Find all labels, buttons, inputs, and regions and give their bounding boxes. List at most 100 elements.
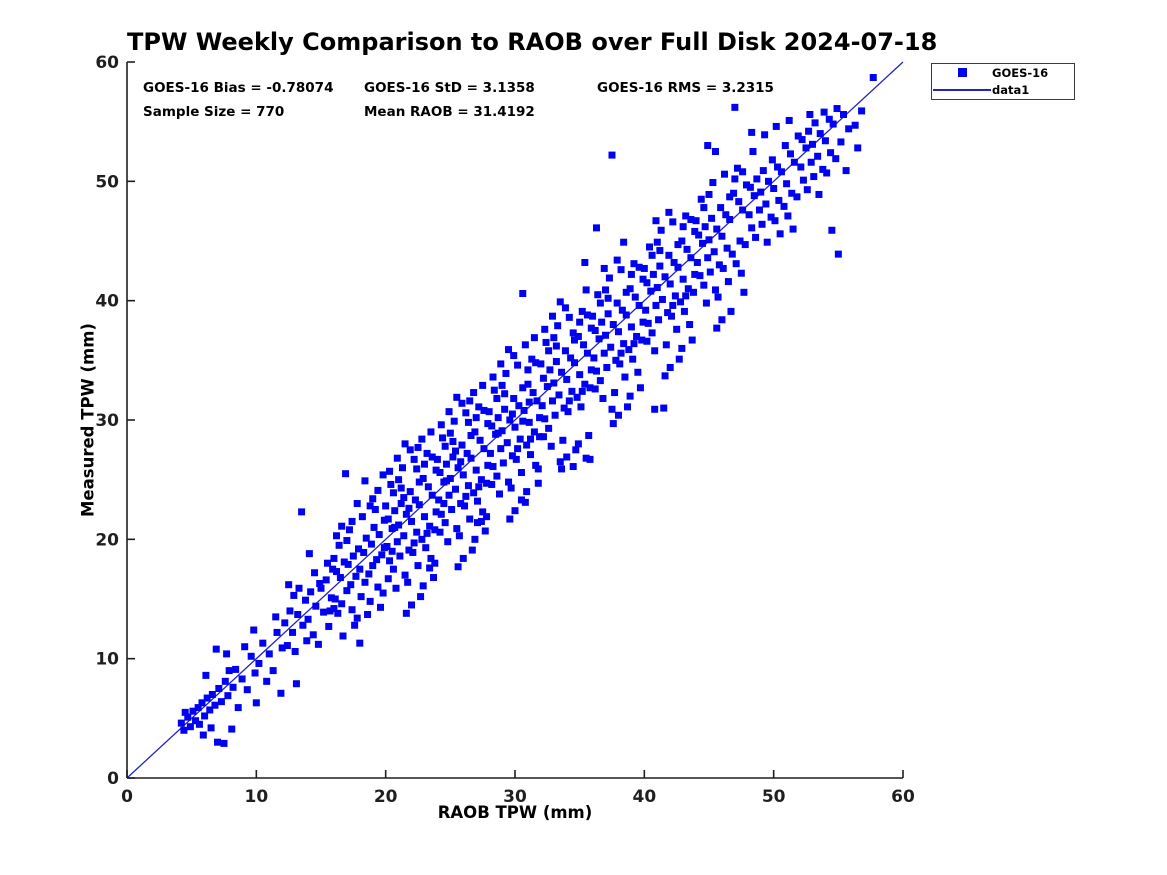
scatter-point bbox=[670, 258, 678, 266]
scatter-point bbox=[366, 597, 374, 605]
scatter-point bbox=[427, 554, 435, 562]
scatter-point bbox=[708, 214, 716, 222]
scatter-point bbox=[181, 708, 189, 716]
scatter-point bbox=[494, 414, 502, 422]
y-tick-label: 50 bbox=[95, 172, 119, 192]
scatter-point bbox=[424, 483, 432, 491]
scatter-point bbox=[406, 446, 414, 454]
scatter-point bbox=[391, 523, 399, 531]
scatter-point bbox=[625, 346, 633, 354]
scatter-point bbox=[459, 471, 467, 479]
scatter-point bbox=[353, 500, 361, 508]
scatter-point bbox=[790, 158, 798, 166]
scatter-point bbox=[376, 603, 384, 611]
scatter-point bbox=[581, 380, 589, 388]
scatter-point bbox=[592, 367, 600, 375]
scatter-point bbox=[360, 548, 368, 556]
scatter-point bbox=[428, 491, 436, 499]
scatter-point bbox=[653, 238, 661, 246]
scatter-point bbox=[454, 563, 462, 571]
scatter-point bbox=[560, 404, 568, 412]
scatter-point bbox=[537, 360, 545, 368]
scatter-point bbox=[189, 707, 197, 715]
scatter-point bbox=[697, 195, 705, 203]
scatter-point bbox=[393, 538, 401, 546]
scatter-point bbox=[295, 584, 303, 592]
scatter-point bbox=[524, 366, 532, 374]
scatter-point bbox=[317, 584, 325, 592]
x-tick-label: 30 bbox=[503, 787, 527, 807]
x-tick-label: 10 bbox=[244, 787, 268, 807]
scatter-point bbox=[528, 355, 536, 363]
scatter-point bbox=[576, 318, 584, 326]
scatter-point bbox=[342, 470, 350, 478]
scatter-point bbox=[788, 189, 796, 197]
scatter-point bbox=[794, 132, 802, 140]
scatter-point bbox=[386, 557, 394, 565]
chart-title: TPW Weekly Comparison to RAOB over Full … bbox=[127, 28, 938, 56]
scatter-point bbox=[497, 445, 505, 453]
scatter-point bbox=[829, 120, 837, 128]
scatter-point bbox=[334, 609, 342, 617]
scatter-point bbox=[803, 186, 811, 194]
scatter-point bbox=[777, 168, 785, 176]
scatter-point bbox=[661, 273, 669, 281]
scatter-point bbox=[530, 334, 538, 342]
scatter-point bbox=[816, 130, 824, 138]
scatter-point bbox=[388, 547, 396, 555]
scatter-point bbox=[431, 559, 439, 567]
scatter-point bbox=[674, 263, 682, 271]
scatter-point bbox=[609, 321, 617, 329]
scatter-point bbox=[781, 142, 789, 150]
scatter-point bbox=[549, 397, 557, 405]
scatter-point bbox=[517, 496, 525, 504]
scatter-point bbox=[480, 445, 488, 453]
scatter-point bbox=[764, 177, 772, 185]
scatter-point bbox=[693, 258, 701, 266]
scatter-point bbox=[534, 465, 542, 473]
scatter-point bbox=[192, 717, 200, 725]
scatter-point bbox=[618, 306, 626, 314]
scatter-point bbox=[589, 312, 597, 320]
x-tick-label: 40 bbox=[632, 787, 656, 807]
line-swatch-icon bbox=[933, 89, 991, 92]
scatter-point bbox=[797, 163, 805, 171]
scatter-point bbox=[547, 442, 555, 450]
scatter-point bbox=[294, 611, 302, 619]
scatter-point bbox=[523, 441, 531, 449]
scatter-point bbox=[521, 498, 529, 506]
scatter-point bbox=[494, 429, 502, 437]
scatter-point bbox=[452, 447, 460, 455]
scatter-point bbox=[607, 343, 615, 351]
scatter-point bbox=[437, 510, 445, 518]
scatter-point bbox=[184, 713, 192, 721]
scatter-point bbox=[484, 420, 492, 428]
scatter-point bbox=[858, 107, 866, 115]
scatter-point bbox=[753, 175, 761, 183]
scatter-point bbox=[479, 508, 487, 516]
scatter-point bbox=[758, 220, 766, 228]
scatter-point bbox=[556, 298, 564, 306]
scatter-point bbox=[757, 188, 765, 196]
scatter-point bbox=[722, 211, 730, 219]
scatter-point bbox=[519, 384, 527, 392]
scatter-point bbox=[806, 111, 814, 119]
scatter-point bbox=[731, 175, 739, 183]
scatter-point bbox=[648, 329, 656, 337]
scatter-point bbox=[427, 428, 435, 436]
scatter-point bbox=[833, 105, 841, 113]
scatter-point bbox=[665, 208, 673, 216]
scatter-point bbox=[736, 237, 744, 245]
scatter-point bbox=[283, 642, 291, 650]
scatter-point bbox=[405, 504, 413, 512]
scatter-point bbox=[573, 393, 581, 401]
scatter-point bbox=[336, 574, 344, 582]
scatter-point bbox=[255, 659, 263, 667]
scatter-point bbox=[464, 482, 472, 490]
scatter-points bbox=[177, 74, 877, 747]
scatter-point bbox=[458, 399, 466, 407]
y-tick-label: 20 bbox=[95, 530, 119, 550]
scatter-point bbox=[387, 480, 395, 488]
scatter-point bbox=[462, 492, 470, 500]
scatter-point bbox=[622, 288, 630, 296]
